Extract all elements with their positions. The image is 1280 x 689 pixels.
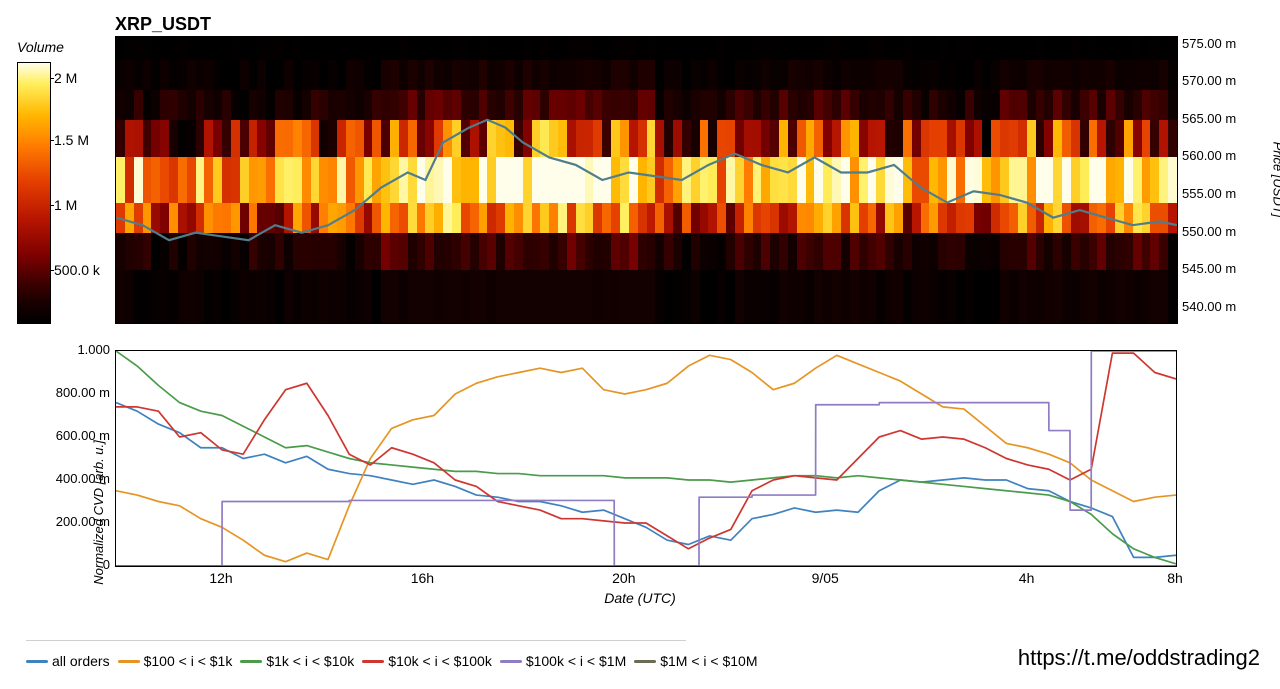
heatmap-right-tick: 545.00 m [1182,261,1236,276]
heatmap-right-tick: 555.00 m [1182,186,1236,201]
cvd-x-tick: 20h [612,570,635,586]
series-range_1k_10k [116,351,1176,564]
legend-item-range_100k_1M[interactable]: $100k < i < $1M [500,653,626,669]
legend-label: all orders [52,653,110,669]
cvd-panel: MATERIALINDICATORS 곰지네 트레이딩 CVD Powered … [115,350,1177,567]
legend-label: $1M < i < $10M [660,653,757,669]
colorbar [17,62,49,322]
chart-title: XRP_USDT [115,14,211,35]
cvd-x-axis-label: Date (UTC) [0,590,1280,606]
colorbar-tick: 2 M [54,70,77,86]
cvd-y-tick: 0 [30,557,110,572]
heatmap-right-tick: 565.00 m [1182,111,1236,126]
heatmap-right-tick: 560.00 m [1182,148,1236,163]
cvd-y-tick: 800.00 m [30,385,110,400]
cvd-plot [116,351,1176,566]
legend-swatch [118,660,140,663]
legend-label: $1k < i < $10k [266,653,354,669]
series-range_10k_100k [116,353,1176,549]
cvd-x-tick: 4h [1019,570,1035,586]
cvd-x-tick: 8h [1167,570,1183,586]
legend-swatch [634,660,656,663]
legend-label: $100 < i < $1k [144,653,233,669]
footer-link[interactable]: https://t.me/oddstrading2 [1018,645,1260,671]
legend-swatch [500,660,522,663]
cvd-y-tick: 600.00 m [30,428,110,443]
heatmap-right-tick: 540.00 m [1182,299,1236,314]
legend-item-range_1M_10M[interactable]: $1M < i < $10M [634,653,757,669]
series-all_orders [116,403,1176,558]
legend: all orders $100 < i < $1k $1k < i < $10k $1… [26,653,758,669]
colorbar-tick: 1 M [54,197,77,213]
legend-item-all_orders[interactable]: all orders [26,653,110,669]
colorbar-tick: 1.5 M [54,132,89,148]
heatmap-right-tick: 570.00 m [1182,73,1236,88]
heatmap-right-tick: 550.00 m [1182,224,1236,239]
colorbar-tick: 500.0 k [54,262,100,278]
legend-divider [26,640,686,641]
legend-swatch [26,660,48,663]
legend-item-range_100_1k[interactable]: $100 < i < $1k [118,653,233,669]
cvd-y-axis-label: Normalized CVD [arb. u.] [26,445,171,460]
cvd-y-tick: 1.000 [30,342,110,357]
legend-label: $100k < i < $1M [526,653,626,669]
legend-label: $10k < i < $100k [388,653,492,669]
cvd-x-tick: 16h [411,570,434,586]
heatmap-panel [115,36,1178,324]
cvd-y-tick: 400.00 m [30,471,110,486]
legend-item-range_10k_100k[interactable]: $10k < i < $100k [362,653,492,669]
legend-item-range_1k_10k[interactable]: $1k < i < $10k [240,653,354,669]
legend-swatch [240,660,262,663]
colorbar-axis-label: Volume [17,39,64,55]
cvd-x-tick: 9/05 [812,570,839,586]
colorbar-gradient [17,62,51,324]
cvd-x-tick: 12h [209,570,232,586]
cvd-y-tick: 200.00 m [30,514,110,529]
heatmap-right-axis-label: Price [USDT] [1240,172,1258,187]
heatmap-right-tick: 575.00 m [1182,36,1236,51]
legend-swatch [362,660,384,663]
